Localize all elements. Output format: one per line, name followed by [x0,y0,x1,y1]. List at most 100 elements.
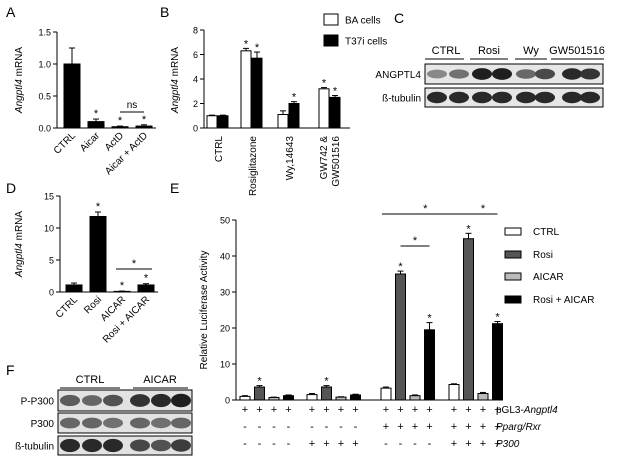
panel-e-ylabel: Relative Luciferase Activity [199,251,210,370]
panel-letter-C: C [394,10,404,26]
blot-c-band [427,91,447,104]
panel-d-bar [137,284,155,293]
panel-b-legend-label: T37i cells [345,37,387,48]
panel-e-condition-sign: + [465,404,471,416]
panel-e-condition-sign: - [243,421,247,433]
panel-d-bracket-label: * [132,258,137,270]
panel-d-ytick-label: 10 [44,224,54,234]
panel-e-bar [350,394,361,401]
panel-e-legend-swatch [504,227,522,236]
blot-f-band [103,417,123,429]
panel-e-condition-sign: + [465,421,471,433]
blot-f-band [151,417,171,429]
panel-e-condition-sign: + [242,404,248,416]
panel-e-bar [409,395,421,401]
panel-e-condition-label: Pparg/Rxr [496,422,542,433]
panel-b-bar [318,88,330,129]
panel-e-condition-sign: + [451,421,457,433]
panel-b-ytick-label: 8 [193,26,198,36]
panel-e-bar [448,384,460,401]
blot-c-band [562,91,582,104]
panel-d-ytick-label: 15 [44,192,54,202]
panel-d-ytick-label: 0 [49,288,54,298]
panel-e-condition-sign: + [451,438,457,450]
panel-b-bar [251,57,263,129]
panel-b-xtick-label: CTRL [214,136,225,163]
panel-b-sig-star: * [244,38,249,50]
panel-b-bar [206,115,218,129]
panel-e-bar [283,395,294,401]
panel-e-condition-label-main: P300 [496,439,520,450]
panel-e-bar [254,386,265,401]
panel-e-condition-sign: + [494,421,500,433]
panel-a-sig-star: * [94,108,99,120]
panel-e-ytick-label: 40 [220,252,230,262]
panel-b-sig-star: * [255,42,260,54]
panel-a-sig-star: * [142,114,147,126]
blot-c-membrane [424,87,604,108]
panel-e-condition-label: pGL3-Angptl4 [496,405,558,416]
panel-e-condition-sign: - [325,421,329,433]
panel-a-ylabel: Angptl4 mRNA [14,47,25,114]
panel-e-condition-sign: + [397,421,403,433]
panel-e-ytick-label: 0 [225,396,230,406]
panel-e-bar [395,273,406,401]
panel-e-condition-sign: + [352,438,358,450]
panel-e-condition-sign: + [383,404,389,416]
panel-e-condition-sign: + [397,404,403,416]
blot-c-band [472,91,492,104]
panel-e-condition-sign: - [272,438,276,450]
panel-e-legend-label: AICAR [533,272,564,283]
blot-f-band [171,439,191,452]
panel-e-condition-sign: - [272,421,276,433]
panel-b-xtick-label: GW742 & [319,136,330,180]
panel-e-condition-sign: - [399,438,403,450]
blot-f-group-label: CTRL [76,374,105,386]
panel-letter-D: D [6,180,16,196]
blot-f-row-label: ß-tubulin [15,442,54,453]
panel-e-legend-swatch [504,272,522,281]
panel-b-ytick-label: 6 [193,50,198,60]
panel-e-bar [463,238,474,401]
panel-a-bracket-label: ns [127,100,138,111]
panel-e-legend-swatch [504,295,522,304]
blot-c-membrane [424,63,604,85]
panel-e-sig-star: * [466,223,471,235]
blot-f-band [82,417,102,429]
panel-a-ylabel-rest: mRNA [14,47,25,80]
panel-b-bar [240,50,252,129]
panel-e-bar [477,393,489,401]
panel-e-condition-sign: - [287,438,291,450]
panel-b-legend-swatch [323,34,339,47]
panel-e-bar [492,323,503,401]
panel-b-sig-star: * [322,78,327,90]
panel-d-sig-star: * [120,280,125,292]
panel-e-condition-label-main: Angptl4 [523,405,558,416]
blot-f-band [60,438,80,453]
blot-f-group-label: AICAR [143,374,177,386]
panel-e-condition-sign: + [352,404,358,416]
panel-e-bracket-label: * [413,235,418,247]
blot-c-band [516,91,536,104]
panel-letter-B: B [160,4,169,20]
panel-e-condition-sign: - [258,421,262,433]
panel-e-condition-sign: - [287,421,291,433]
panel-e-bar [268,396,280,401]
panel-b-ytick-label: 0 [193,124,198,134]
blot-c-band [492,91,512,104]
panel-e-condition-sign: + [465,438,471,450]
blot-f-band [151,439,171,452]
panel-b-xtick-label: Rosiglitazone [248,136,259,196]
panel-e-condition-sign: + [338,404,344,416]
blot-c-band [535,68,555,80]
panel-a-ylabel-italic: Angptl4 [14,79,25,114]
panel-a-xtick-label: CTRL [52,130,79,157]
panel-e-condition-sign: - [428,438,432,450]
blot-c-band [449,91,469,104]
panel-b-ytick-label: 2 [193,99,198,109]
blot-f-band [103,394,123,407]
panel-e-bar [424,329,435,401]
blot-c-band [472,68,492,80]
panel-e-ytick-label: 30 [220,288,230,298]
